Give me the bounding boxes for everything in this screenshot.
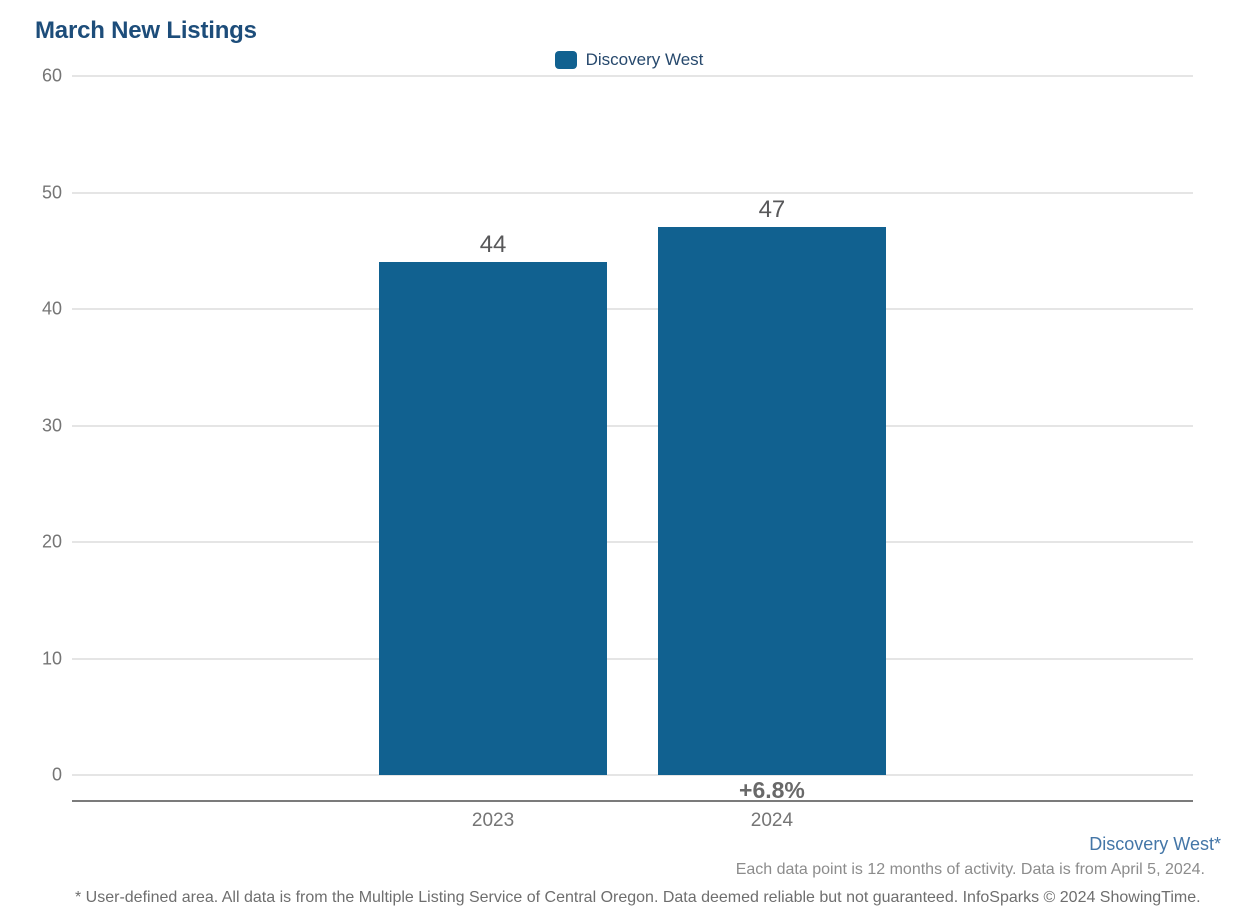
gridline-50 — [72, 191, 1193, 194]
area-name-link[interactable]: Discovery West* — [1089, 834, 1221, 854]
change-percent-label: +6.8% — [739, 777, 805, 803]
y-tick-label-40: 40 — [41, 298, 62, 319]
annotation-layer: +6.8% — [72, 777, 1193, 803]
chart-title: March New Listings — [35, 17, 257, 44]
gridline-20 — [72, 541, 1193, 543]
plot-area: 44 47 — [72, 75, 1193, 776]
y-tick-label-0: 0 — [51, 764, 62, 785]
x-tick-label-2024: 2024 — [750, 810, 794, 831]
legend: Discovery West — [0, 50, 1258, 70]
legend-swatch-icon[interactable] — [554, 51, 577, 69]
x-tick-label-2023: 2023 — [471, 810, 515, 831]
y-tick-label-30: 30 — [41, 415, 62, 435]
x-axis-labels: 2023 2024 — [72, 810, 1193, 832]
y-tick-label-10: 10 — [41, 648, 62, 668]
legend-label[interactable]: Discovery West — [585, 50, 704, 69]
value-label-2024: 47 — [758, 196, 786, 224]
disclaimer-text: * User-defined area. All data is from th… — [75, 889, 1201, 906]
x-axis-line — [72, 800, 1193, 802]
data-note: Each data point is 12 months of activity… — [735, 861, 1205, 878]
gridline-60 — [72, 75, 1193, 77]
y-tick-label-60: 60 — [41, 65, 62, 86]
y-axis-labels: 0 10 20 30 40 50 60 — [0, 66, 62, 785]
gridline-0 — [72, 774, 1193, 776]
gridline-10 — [72, 657, 1193, 660]
value-label-2023: 44 — [479, 231, 507, 259]
gridline-40 — [72, 308, 1193, 310]
y-tick-label-20: 20 — [41, 531, 62, 552]
y-tick-label-50: 50 — [41, 182, 62, 202]
gridline-30 — [72, 424, 1193, 427]
bar-2023[interactable] — [379, 262, 608, 775]
bar-2024[interactable] — [657, 227, 886, 775]
